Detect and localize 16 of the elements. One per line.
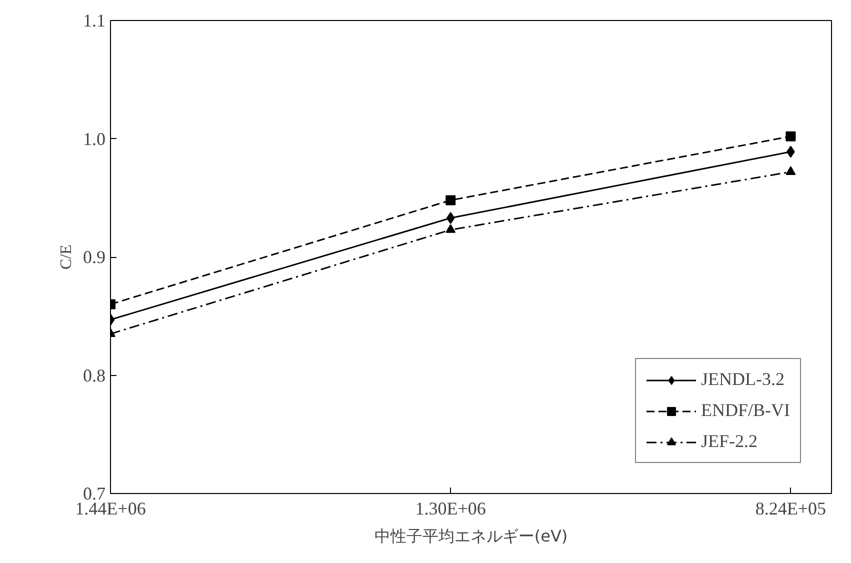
y-tick-label: 1.0: [83, 128, 106, 149]
legend-label: ENDF/B-VI: [701, 400, 790, 421]
y-tick-label: 0.8: [83, 365, 106, 386]
x-tick-label: 8.24E+05: [755, 498, 826, 518]
legend-label: JEF-2.2: [701, 431, 758, 452]
y-tick-label: 0.9: [83, 247, 106, 267]
point: [446, 195, 456, 206]
x-axis-title: 中性子平均エネルギー(eV): [374, 526, 568, 546]
point: [446, 224, 456, 233]
y-axis-title: C/E: [58, 244, 75, 270]
x-tick-label: 1.30E+06: [415, 498, 486, 518]
y-tick-label: 1.1: [83, 10, 106, 30]
point: [786, 131, 796, 142]
point: [446, 212, 455, 224]
legend-label: JENDL-3.2: [701, 369, 784, 390]
point: [786, 166, 796, 175]
